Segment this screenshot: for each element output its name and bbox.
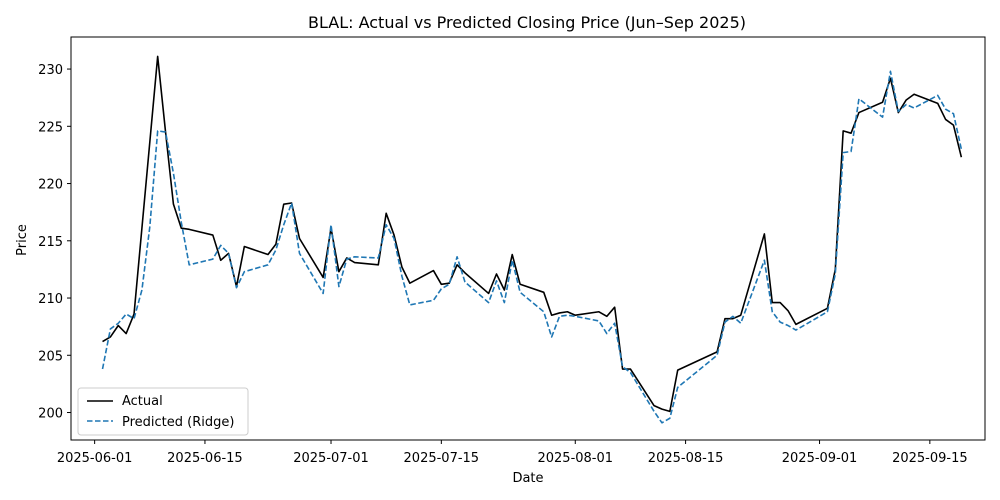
legend-label-predicted: Predicted (Ridge) <box>122 415 234 430</box>
x-axis-label: Date <box>512 471 543 486</box>
y-tick-label: 225 <box>38 120 63 135</box>
legend: Actual Predicted (Ridge) <box>77 387 249 436</box>
x-tick-label: 2025-06-15 <box>167 451 243 466</box>
legend-box <box>77 387 249 436</box>
series-predicted-line <box>101 70 963 424</box>
y-tick-label: 215 <box>38 235 63 250</box>
y-tick-label: 230 <box>38 63 63 78</box>
legend-label-actual: Actual <box>122 394 163 409</box>
chart-title: BLAL: Actual vs Predicted Closing Price … <box>308 13 746 32</box>
x-tick-label: 2025-07-01 <box>293 451 369 466</box>
x-axis: 2025-06-01 2025-06-15 2025-07-01 2025-07-15… <box>57 440 968 466</box>
x-tick-label: 2025-07-15 <box>404 451 480 466</box>
y-tick-label: 200 <box>38 407 63 422</box>
x-tick-label: 2025-08-01 <box>537 451 613 466</box>
y-axis: 200 205 210 215 220 225 230 <box>38 63 71 422</box>
series-layer <box>101 55 963 424</box>
plot-area <box>70 36 986 441</box>
x-tick-label: 2025-09-15 <box>892 451 968 466</box>
x-tick-label: 2025-08-15 <box>648 451 724 466</box>
plot-frame <box>70 36 986 441</box>
y-tick-label: 210 <box>38 292 63 307</box>
y-axis-label: Price <box>15 224 30 256</box>
y-tick-label: 220 <box>38 178 63 193</box>
y-tick-label: 205 <box>38 349 63 364</box>
x-tick-label: 2025-06-01 <box>57 451 133 466</box>
x-tick-label: 2025-09-01 <box>782 451 858 466</box>
